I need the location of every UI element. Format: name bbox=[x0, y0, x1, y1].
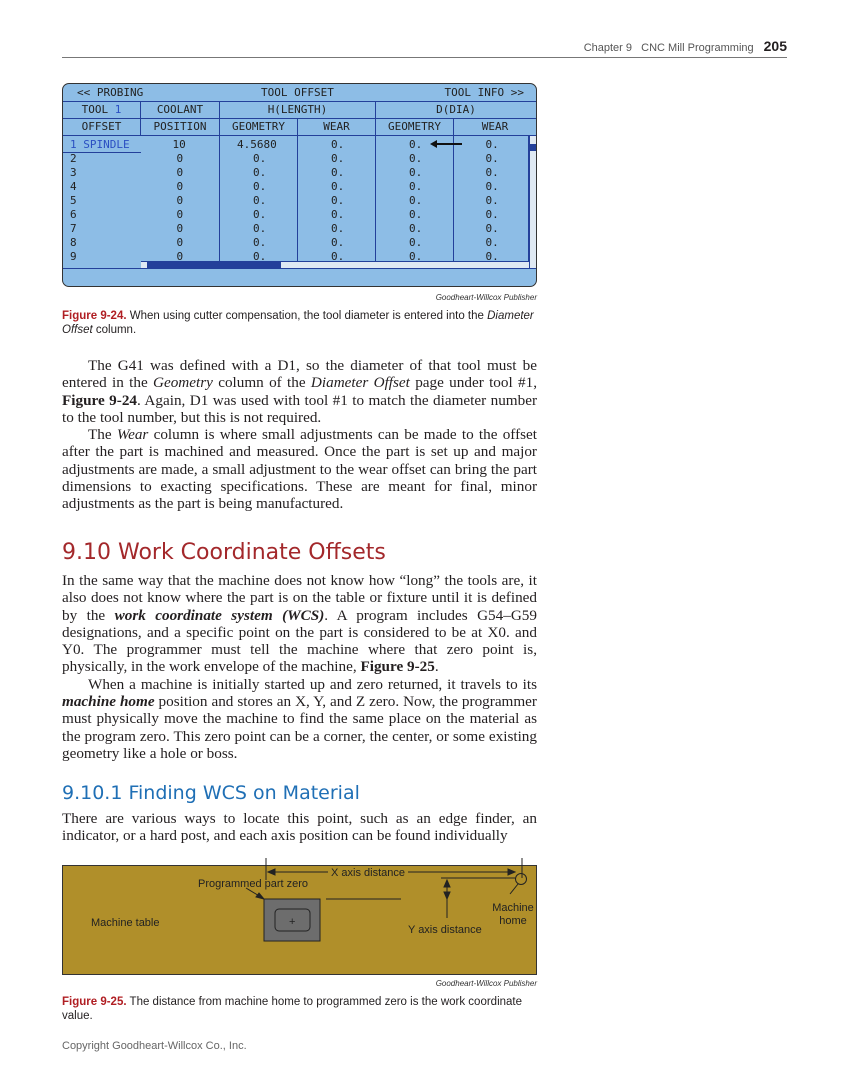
offset-cell[interactable]: 0. bbox=[253, 208, 267, 221]
offset-cell[interactable]: 0. bbox=[409, 152, 423, 165]
offset-cell[interactable]: 0. bbox=[253, 236, 267, 249]
offset-cell[interactable]: 0. bbox=[485, 194, 499, 207]
offset-cell[interactable]: 0. bbox=[485, 152, 499, 165]
offset-cell[interactable]: 6 bbox=[70, 208, 77, 221]
offset-cell[interactable]: 0. bbox=[485, 236, 499, 249]
figure-caption: Figure 9-24. When using cutter compensat… bbox=[62, 310, 534, 336]
horizontal-scrollbar[interactable] bbox=[141, 261, 529, 269]
nav-row: << PROBING TOOL OFFSET TOOL INFO >> bbox=[63, 84, 536, 102]
offset-cell[interactable]: 0. bbox=[409, 250, 423, 263]
offset-cell[interactable]: 0. bbox=[485, 250, 499, 263]
offset-cell[interactable]: 0. bbox=[331, 194, 345, 207]
offset-cell[interactable]: 4 bbox=[70, 180, 77, 193]
arrow-left-icon bbox=[434, 143, 462, 145]
offset-cell[interactable]: 0. bbox=[331, 222, 345, 235]
group-header-row: TOOL 1 COOLANT H(LENGTH) D(DIA) bbox=[63, 101, 536, 119]
offset-cell[interactable]: 0. bbox=[331, 180, 345, 193]
offset-cell[interactable]: 0. bbox=[409, 138, 423, 151]
offset-cell[interactable]: 0. bbox=[331, 152, 345, 165]
tool-offset-screen: << PROBING TOOL OFFSET TOOL INFO >> TOOL… bbox=[62, 83, 537, 287]
offset-cell[interactable]: 0. bbox=[253, 194, 267, 207]
offset-cell[interactable]: 10 bbox=[172, 138, 186, 151]
offset-cell[interactable]: 0 bbox=[176, 222, 184, 235]
column-header-row: OFFSET POSITION GEOMETRY WEAR GEOMETRY W… bbox=[63, 118, 536, 136]
offset-cell[interactable]: 0. bbox=[485, 166, 499, 179]
offset-cell[interactable]: 5 bbox=[70, 194, 77, 207]
offset-cell[interactable]: 0. bbox=[253, 222, 267, 235]
running-header: Chapter 9 CNC Mill Programming 205 bbox=[583, 38, 787, 54]
page-number: 205 bbox=[763, 38, 787, 54]
offset-cell[interactable]: 0. bbox=[409, 208, 423, 221]
offset-cell[interactable]: 0. bbox=[331, 208, 345, 221]
offset-cell[interactable]: 0 bbox=[176, 194, 184, 207]
figure-caption: Figure 9-25. The distance from machine h… bbox=[62, 996, 523, 1022]
offset-cell[interactable]: 0 bbox=[176, 236, 184, 249]
copyright-footer: Copyright Goodheart-Willcox Co., Inc. bbox=[62, 1040, 247, 1052]
offset-cell[interactable]: 0. bbox=[485, 222, 499, 235]
offset-cell[interactable]: 4.5680 bbox=[237, 138, 277, 151]
offset-cell[interactable]: 3 bbox=[70, 166, 77, 179]
offset-cell[interactable]: 8 bbox=[70, 236, 77, 249]
offset-cell[interactable]: 0. bbox=[409, 166, 423, 179]
header-rule bbox=[62, 57, 787, 58]
offset-cell[interactable]: 0 bbox=[176, 166, 184, 179]
body-text-1: The G41 was defined with a D1, so the di… bbox=[62, 357, 537, 513]
offset-cell[interactable]: 0. bbox=[331, 250, 345, 263]
body-text-3: There are various ways to locate this po… bbox=[62, 810, 537, 845]
offset-cell[interactable]: 2 bbox=[70, 152, 77, 165]
offset-cell[interactable]: 0. bbox=[331, 236, 345, 249]
offset-cell[interactable]: 0. bbox=[253, 166, 267, 179]
offset-cell[interactable]: 0 bbox=[176, 152, 184, 165]
offset-cell[interactable]: 0 bbox=[176, 250, 184, 263]
subsection-heading: 9.10.1 Finding WCS on Material bbox=[62, 782, 360, 804]
offset-cell[interactable]: 7 bbox=[70, 222, 77, 235]
vertical-scrollbar[interactable] bbox=[529, 136, 536, 268]
offset-cell[interactable]: 0. bbox=[485, 208, 499, 221]
machine-table-diagram: X axis distance Programmed part zero + M… bbox=[62, 858, 537, 975]
offset-cell[interactable]: 0. bbox=[409, 194, 423, 207]
section-heading: 9.10 Work Coordinate Offsets bbox=[62, 540, 386, 565]
offset-cell[interactable]: 0. bbox=[409, 236, 423, 249]
offset-cell[interactable]: 0. bbox=[331, 138, 345, 151]
offset-cell[interactable]: 1 SPINDLE bbox=[70, 138, 130, 151]
offset-cell[interactable]: 0. bbox=[331, 166, 345, 179]
offset-cell[interactable]: 0. bbox=[485, 138, 499, 151]
offset-cell[interactable]: 0. bbox=[253, 152, 267, 165]
offset-cell[interactable]: 9 bbox=[70, 250, 77, 263]
offset-cell[interactable]: 0 bbox=[176, 208, 184, 221]
offset-cell[interactable]: 0. bbox=[253, 250, 267, 263]
body-text-2: In the same way that the machine does no… bbox=[62, 572, 537, 762]
offset-cell[interactable]: 0. bbox=[253, 180, 267, 193]
offset-cell[interactable]: 0 bbox=[176, 180, 184, 193]
offset-cell[interactable]: 0. bbox=[409, 180, 423, 193]
offset-cell[interactable]: 0. bbox=[485, 180, 499, 193]
offset-cell[interactable]: 0. bbox=[409, 222, 423, 235]
